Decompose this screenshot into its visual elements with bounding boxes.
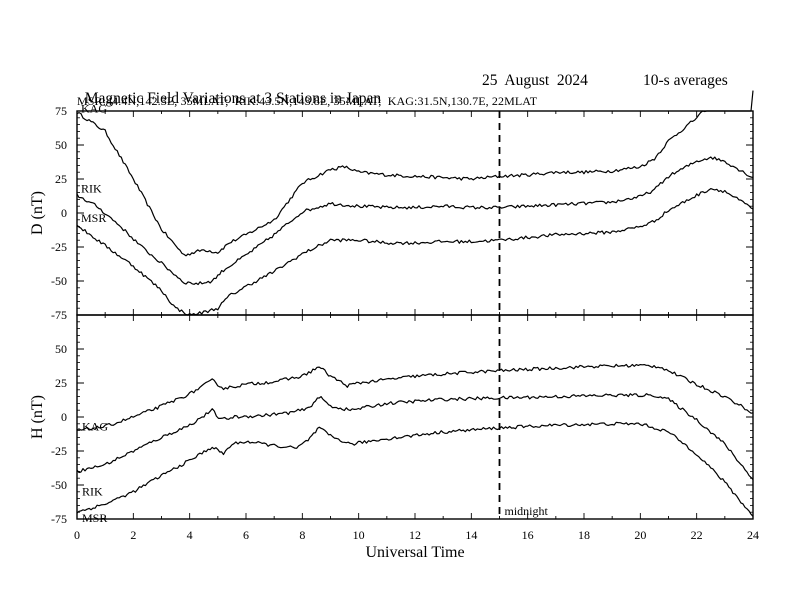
xtick-label: 4 [187,528,193,542]
panel-H-ytick-label: -25 [51,444,67,458]
averaging-label: 10-s averages [643,72,728,89]
panel-D-ytick-label: -75 [51,308,67,322]
xtick-label: 24 [747,528,759,542]
xtick-label: 2 [130,528,136,542]
series-D-kag-line [76,90,754,257]
xtick-label: 16 [522,528,534,542]
xtick-label: 8 [299,528,305,542]
panel-H-frame [76,314,754,520]
xtick-label: 20 [634,528,646,542]
series-D-rik-label: RIK [81,181,102,195]
series-D-rik-line [76,156,754,286]
xtick-label: 0 [74,528,80,542]
series-H-rik-line [76,393,754,481]
series-D-msr-label: MSR [81,211,106,225]
panel-H-ytick-label: -50 [51,478,67,492]
panel-D-ytick-label: 25 [55,172,67,186]
xtick-label: 18 [578,528,590,542]
panel-D-ytick-label: 50 [55,138,67,152]
x-axis-label: Universal Time [365,544,464,561]
series-H-rik-label: RIK [82,484,103,498]
series-H-kag-line [76,363,754,431]
xtick-label: 14 [465,528,477,542]
panel-H-ytick-label: 50 [55,342,67,356]
panel-H-ytick-label: 25 [55,376,67,390]
panel-D-ytick-label: 0 [61,206,67,220]
panel-D-frame [76,110,754,316]
xtick-label: 10 [353,528,365,542]
panel-D-ylabel: D (nT) [29,191,46,235]
chart-title: Magnetic Field Variations at 3 Stations … [77,72,728,144]
xtick-label: 12 [409,528,421,542]
xtick-label: 6 [243,528,249,542]
station-info: MSR:44.4N,142.3E, 35MLAT; RIK:43.5N,143.… [77,94,538,108]
date-label: 25 August 2024 [482,72,588,89]
series-D-msr-line [76,188,754,316]
series-H-msr-label: MSR [82,511,107,525]
panel-H-ytick-label: 0 [61,410,67,424]
midnight-marker-label: midnight [505,504,549,518]
title-text: Magnetic Field Variations at 3 Stations … [84,90,382,107]
xtick-label: 22 [691,528,703,542]
panel-H-ytick-label: -75 [51,512,67,526]
panel-H-ylabel: H (nT) [29,395,46,439]
panel-D-ytick-label: -50 [51,274,67,288]
series-D-kag-label: KAG [81,101,107,115]
series-H-msr-line [76,421,754,517]
panel-D-ytick-label: 75 [55,104,67,118]
panel-D-ytick-label: -25 [51,240,67,254]
series-H-kag-label: KAG [82,420,108,434]
